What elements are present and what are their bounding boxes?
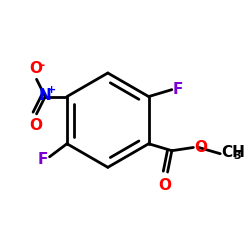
Text: 3: 3 [233,151,240,161]
Text: CH: CH [221,145,245,160]
Text: F: F [173,82,184,97]
Text: N: N [39,88,52,103]
Text: O: O [29,118,42,132]
Text: +: + [47,85,56,95]
Text: O: O [159,178,172,193]
Text: O: O [29,61,42,76]
Text: F: F [38,152,48,167]
Text: O: O [194,140,207,155]
Text: -: - [39,58,44,71]
